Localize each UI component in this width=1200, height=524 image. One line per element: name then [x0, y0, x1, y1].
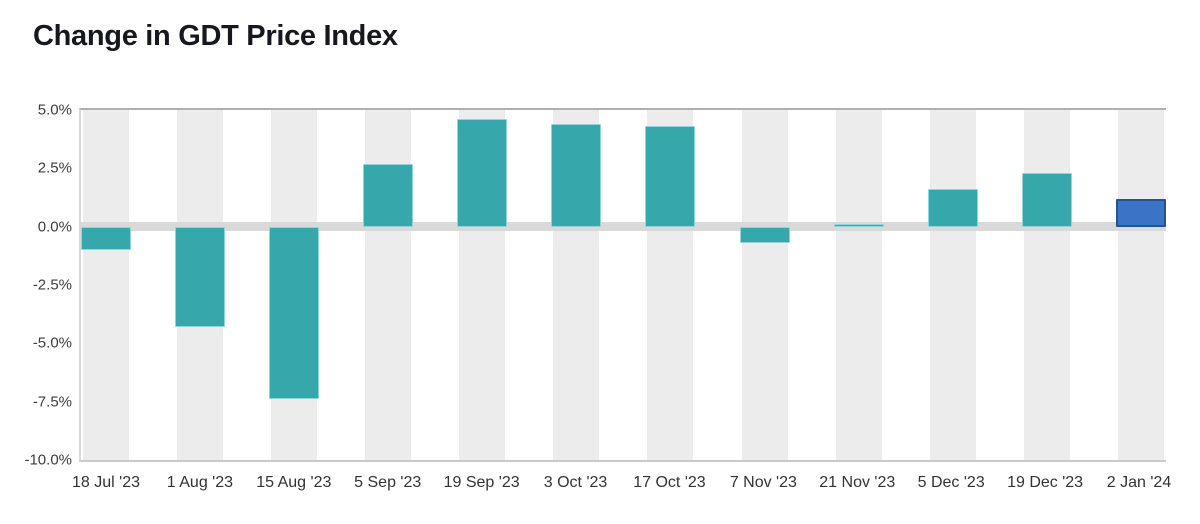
column-stripe: [835, 110, 882, 460]
x-tick-label: 2 Jan '24: [1106, 474, 1172, 491]
bar-5-sep-23: [363, 163, 414, 227]
column-stripe: [1023, 110, 1070, 460]
y-tick-label: -5.0%: [32, 334, 72, 352]
bar-5-dec-23: [927, 189, 978, 227]
y-tick-label: -7.5%: [32, 393, 72, 411]
y-tick-label: 0.0%: [37, 218, 72, 236]
x-tick-label: 1 Aug '23: [166, 474, 234, 491]
bar-21-nov-23: [833, 224, 884, 227]
bar-column: [927, 110, 978, 460]
x-tick-label: 17 Oct '23: [633, 474, 706, 491]
y-tick-label: -2.5%: [32, 276, 72, 294]
bar-15-aug-23: [269, 226, 320, 400]
bar-columns: [81, 110, 1166, 460]
column-stripe: [741, 110, 788, 460]
x-tick-label: 19 Sep '23: [443, 474, 520, 491]
bar-column: [551, 110, 602, 460]
x-tick-label: 18 Jul '23: [72, 474, 140, 491]
bar-17-oct-23: [645, 126, 696, 227]
bar-column: [175, 110, 226, 460]
x-tick-label: 3 Oct '23: [543, 474, 608, 491]
y-tick-label: -10.0%: [24, 451, 72, 469]
column-stripe: [1117, 110, 1164, 460]
bar-1-aug-23: [175, 226, 226, 327]
plot-area: [79, 108, 1166, 462]
x-tick-label: 5 Dec '23: [917, 474, 985, 491]
y-tick-label: 2.5%: [37, 159, 72, 177]
bar-19-dec-23: [1021, 173, 1072, 227]
bar-19-sep-23: [457, 119, 508, 227]
bar-column: [739, 110, 790, 460]
chart-title: Change in GDT Price Index: [33, 20, 398, 52]
x-tick-label: 19 Dec '23: [1007, 474, 1084, 491]
column-stripe: [83, 110, 129, 460]
bar-column: [1021, 110, 1072, 460]
bar-3-oct-23: [551, 124, 602, 227]
x-tick-label: 21 Nov '23: [819, 474, 896, 491]
bar-column: [833, 110, 884, 460]
column-stripe: [365, 110, 412, 460]
y-axis: 5.0% 2.5% 0.0% -2.5% -5.0% -7.5% -10.0%: [0, 102, 72, 469]
x-tick-label: 15 Aug '23: [256, 474, 332, 491]
zero-axis-line: [81, 222, 1166, 231]
bar-column: [457, 110, 508, 460]
bar-column: [269, 110, 320, 460]
column-stripe: [929, 110, 976, 460]
x-axis: 18 Jul '23 1 Aug '23 15 Aug '23 5 Sep '23 19…: [72, 468, 1171, 502]
bar-column: [645, 110, 696, 460]
bar-18-jul-23: [81, 226, 131, 250]
bar-column: [81, 110, 131, 460]
bar-column: [1115, 110, 1166, 460]
bar-2-jan-24: [1115, 198, 1166, 227]
bar-column: [363, 110, 414, 460]
bar-7-nov-23: [739, 226, 790, 243]
y-tick-label: 5.0%: [37, 101, 72, 119]
x-tick-label: 7 Nov '23: [729, 474, 797, 491]
x-tick-label: 5 Sep '23: [354, 474, 422, 491]
